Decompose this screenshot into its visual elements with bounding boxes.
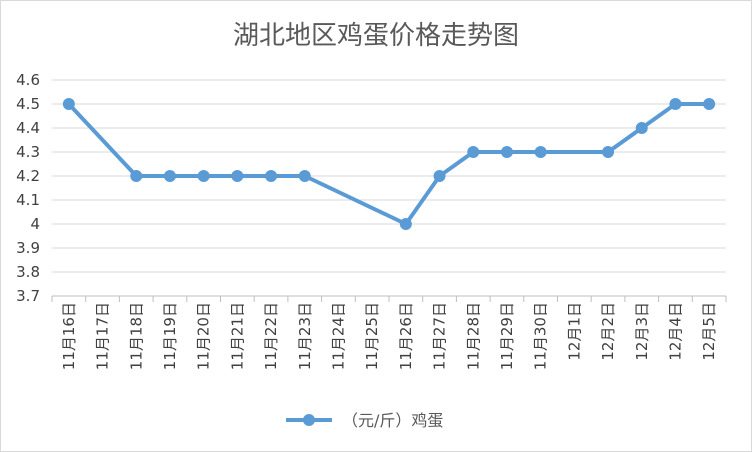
data-point [433,170,446,182]
x-tick-label: 11月26日 [397,302,415,370]
x-tick-label: 11月16日 [60,302,78,370]
y-tick-label: 4.4 [16,119,40,137]
data-point [298,170,311,182]
x-tick-label: 11月18日 [127,302,145,370]
x-tick-label: 11月28日 [464,302,482,370]
data-point [534,146,547,158]
y-tick-label: 3.7 [16,287,40,305]
series-layer [62,98,716,230]
chart-title: 湖北地区鸡蛋价格走势图 [233,21,519,51]
legend: （元/斤）鸡蛋 [286,411,443,430]
x-tick-label: 12月2日 [599,302,617,361]
y-tick-label: 4 [30,215,40,233]
x-tick-label: 11月29日 [498,302,516,370]
y-axis-ticks: 3.7 3.8 3.9 4 4.1 4.2 4.3 4.4 4.5 4.6 [16,71,40,305]
data-point [130,170,143,182]
data-point [62,98,75,110]
data-point [635,122,648,134]
data-point [197,170,210,182]
data-point [467,146,480,158]
x-tick-label: 11月17日 [94,302,112,370]
x-tick-label: 11月22日 [262,302,280,370]
x-tick-label: 11月24日 [329,302,347,370]
legend-point-marker [303,414,315,426]
y-tick-label: 4.3 [16,143,40,161]
data-point [500,146,513,158]
x-axis: 11月16日 11月17日 11月18日 11月19日 11月20日 11月21日 11月2… [51,296,727,370]
x-tick-label: 12月3日 [633,302,651,361]
y-tick-label: 4.6 [16,71,40,89]
y-tick-label: 3.8 [16,263,40,281]
y-tick-label: 4.1 [16,191,40,209]
x-tick-label: 11月19日 [161,302,179,370]
x-tick-label: 11月25日 [363,302,381,370]
data-point [602,146,615,158]
x-tick-label: 12月4日 [666,302,684,361]
x-tick-label: 11月30日 [532,302,550,370]
x-tick-label: 11月27日 [431,302,449,370]
data-point [669,98,682,110]
y-tick-label: 3.9 [16,239,40,257]
gridlines [52,79,726,297]
data-point [703,98,716,110]
y-tick-label: 4.2 [16,167,40,185]
x-tick-label: 12月5日 [700,302,718,361]
x-tick-label: 11月21日 [228,302,246,370]
y-tick-label: 4.5 [16,95,40,113]
data-point [265,170,278,182]
data-point [163,170,176,182]
x-tick-label: 11月20日 [195,302,213,370]
data-point [231,170,244,182]
x-tick-label: 12月1日 [565,302,583,361]
series-line [66,102,712,226]
x-tick-label: 11月23日 [296,302,314,370]
legend-label: （元/斤）鸡蛋 [342,411,443,430]
data-point [399,218,412,230]
